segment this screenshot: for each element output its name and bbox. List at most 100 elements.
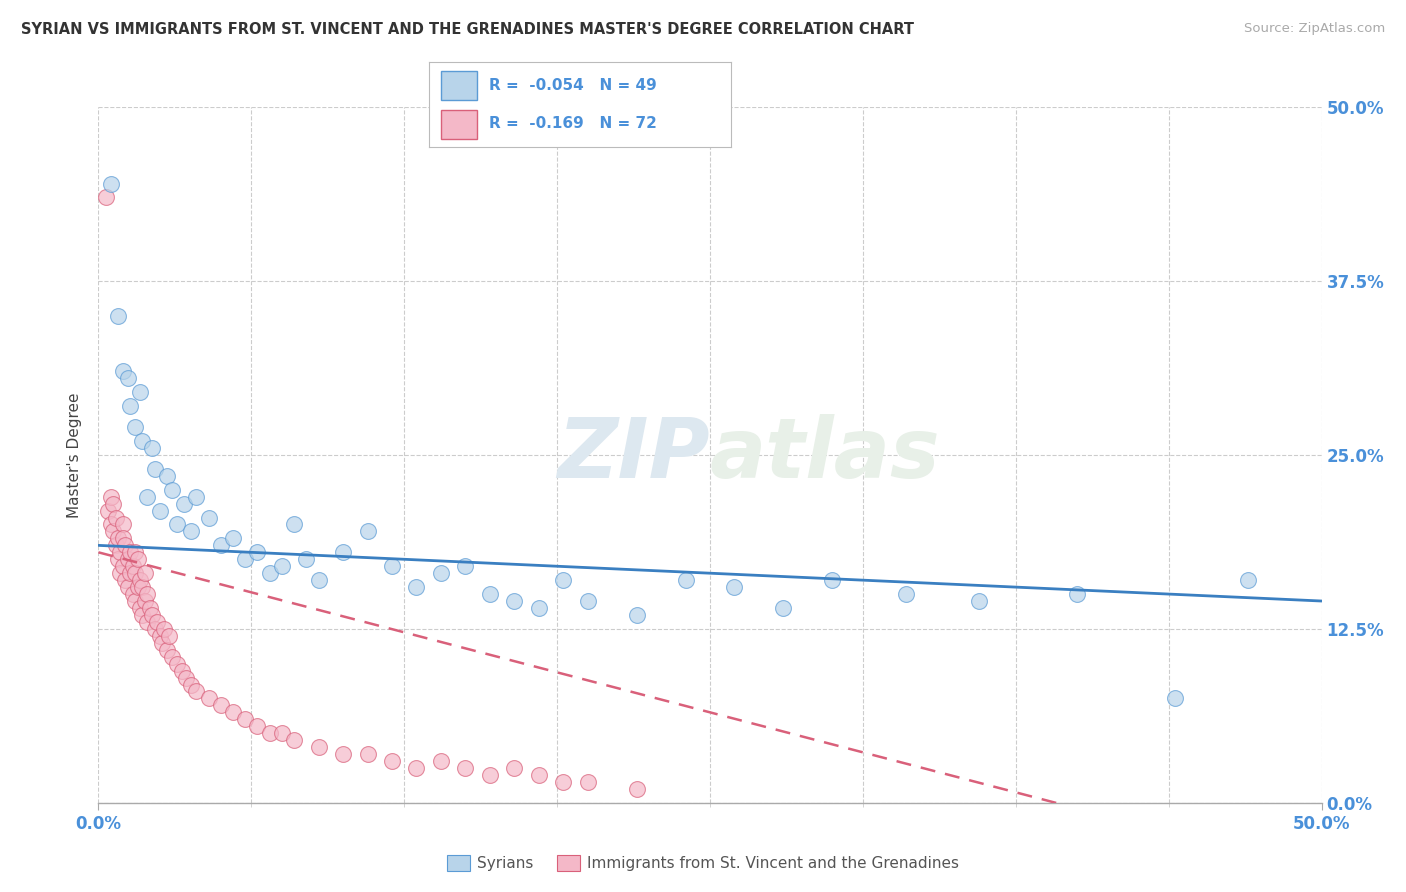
Point — [503, 761, 526, 775]
Point — [186, 490, 208, 504]
Text: R =  -0.169   N = 72: R = -0.169 N = 72 — [489, 116, 657, 131]
Legend: Syrians, Immigrants from St. Vincent and the Grenadines: Syrians, Immigrants from St. Vincent and… — [440, 849, 966, 877]
Point — [1164, 691, 1187, 706]
Point — [100, 517, 122, 532]
Point — [129, 385, 152, 400]
Point — [131, 607, 153, 622]
Point — [553, 775, 575, 789]
Point — [356, 524, 378, 539]
FancyBboxPatch shape — [441, 71, 477, 100]
Point — [107, 552, 129, 566]
Point — [270, 726, 294, 740]
Text: ZIP: ZIP — [557, 415, 710, 495]
Point — [356, 747, 378, 761]
Point — [1066, 587, 1088, 601]
Point — [430, 566, 453, 581]
Point — [131, 434, 153, 448]
Point — [270, 559, 294, 574]
Point — [143, 622, 166, 636]
Point — [124, 566, 146, 581]
Point — [675, 573, 697, 587]
Point — [180, 677, 202, 691]
Point — [332, 545, 354, 559]
Point — [381, 754, 404, 768]
Point — [170, 664, 193, 678]
Point — [381, 559, 404, 574]
Point — [134, 566, 156, 581]
Point — [134, 594, 156, 608]
Point — [308, 740, 330, 755]
Point — [100, 177, 122, 191]
Point — [405, 761, 427, 775]
Point — [173, 497, 195, 511]
Point — [283, 517, 305, 532]
Point — [141, 441, 163, 455]
Point — [111, 532, 134, 546]
Point — [576, 594, 599, 608]
Point — [97, 503, 120, 517]
Point — [209, 698, 232, 713]
Point — [104, 538, 127, 552]
Point — [246, 545, 269, 559]
Point — [131, 580, 153, 594]
Point — [180, 524, 202, 539]
Point — [308, 573, 330, 587]
Text: SYRIAN VS IMMIGRANTS FROM ST. VINCENT AND THE GRENADINES MASTER'S DEGREE CORRELA: SYRIAN VS IMMIGRANTS FROM ST. VINCENT AN… — [21, 22, 914, 37]
Point — [149, 503, 172, 517]
Point — [821, 573, 844, 587]
Point — [120, 545, 142, 559]
Point — [197, 510, 219, 524]
Point — [110, 545, 132, 559]
Point — [127, 552, 149, 566]
Text: R =  -0.054   N = 49: R = -0.054 N = 49 — [489, 78, 657, 93]
Point — [101, 524, 124, 539]
Point — [454, 761, 477, 775]
Point — [141, 607, 163, 622]
Point — [121, 559, 143, 574]
Point — [114, 538, 136, 552]
Point — [166, 657, 188, 671]
Point — [121, 587, 143, 601]
Point — [153, 622, 176, 636]
Point — [332, 747, 354, 761]
Point — [136, 587, 159, 601]
Point — [101, 497, 124, 511]
Point — [209, 538, 232, 552]
Point — [124, 420, 146, 434]
Point — [157, 629, 180, 643]
Point — [124, 545, 146, 559]
Point — [127, 580, 149, 594]
Point — [723, 580, 745, 594]
Point — [527, 768, 550, 782]
Point — [553, 573, 575, 587]
Point — [117, 371, 139, 385]
Point — [146, 615, 169, 629]
Point — [143, 462, 166, 476]
Point — [576, 775, 599, 789]
Point — [626, 607, 648, 622]
Point — [478, 768, 501, 782]
Point — [160, 649, 183, 664]
Point — [100, 490, 122, 504]
Point — [176, 671, 198, 685]
Point — [94, 190, 117, 204]
Point — [166, 517, 188, 532]
Point — [405, 580, 427, 594]
FancyBboxPatch shape — [441, 110, 477, 139]
Point — [527, 601, 550, 615]
Point — [283, 733, 305, 747]
Point — [136, 490, 159, 504]
Point — [129, 573, 152, 587]
Point — [772, 601, 794, 615]
Point — [136, 615, 159, 629]
Point — [160, 483, 183, 497]
Text: Source: ZipAtlas.com: Source: ZipAtlas.com — [1244, 22, 1385, 36]
Point — [156, 468, 179, 483]
Point — [197, 691, 219, 706]
Point — [129, 601, 152, 615]
Point — [233, 552, 256, 566]
Point — [117, 552, 139, 566]
Point — [107, 309, 129, 323]
Point — [120, 566, 142, 581]
Point — [430, 754, 453, 768]
